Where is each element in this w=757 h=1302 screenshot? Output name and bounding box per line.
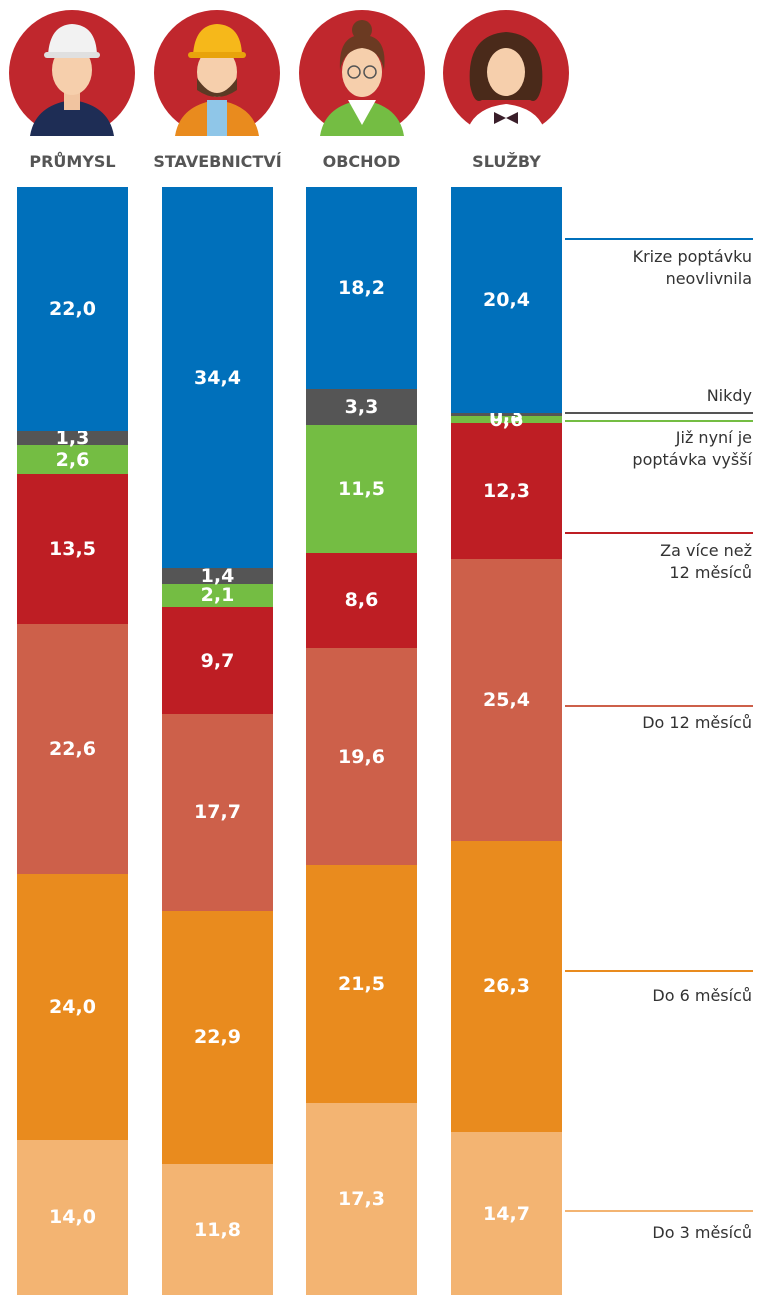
value-label: 24,0 [49, 995, 96, 1018]
value-label: 21,5 [338, 973, 385, 996]
bar-segment [162, 1164, 273, 1295]
legend-label: Za více než 12 měsíců [660, 541, 752, 582]
bar-segment [162, 606, 273, 715]
category-label: STAVEBNICTVÍ [153, 152, 282, 171]
bar-segment [162, 187, 273, 569]
value-label: 17,7 [194, 801, 241, 824]
legend-label: Krize poptávku neovlivnila [632, 247, 752, 288]
bar-segment [17, 187, 128, 431]
value-label: 11,5 [338, 477, 385, 500]
value-label: 11,8 [194, 1218, 241, 1241]
value-label: 14,7 [483, 1202, 530, 1225]
value-label: 17,3 [338, 1188, 385, 1211]
value-label: 34,4 [194, 366, 241, 389]
bar-segment [451, 416, 562, 423]
bar-segment [451, 840, 562, 1133]
value-label: 22,0 [49, 297, 96, 320]
avatar [154, 10, 280, 136]
bar-segment [451, 413, 562, 417]
legend-label: Do 3 měsíců [652, 1223, 752, 1242]
value-label: 18,2 [338, 276, 385, 299]
value-label: 14,0 [49, 1206, 96, 1229]
avatar [299, 10, 425, 136]
category-label: SLUŽBY [472, 152, 541, 171]
value-label: 19,6 [338, 745, 385, 768]
bar-segment [162, 714, 273, 911]
value-label: 1,3 [55, 426, 90, 449]
legend-line [565, 1210, 753, 1212]
legend-label: Nikdy [706, 386, 752, 405]
value-label: 20,4 [483, 289, 530, 312]
avatar [9, 10, 135, 136]
value-label: 3,3 [344, 395, 379, 418]
bar-segment [306, 187, 417, 389]
bar-segment [17, 873, 128, 1140]
legend-line [565, 238, 753, 240]
bar-segment [451, 1132, 562, 1295]
value-label: 12,3 [483, 480, 530, 503]
legend-label: Již nyní je poptávka vyšší [632, 428, 752, 469]
bar-segment [17, 1139, 128, 1295]
avatar [443, 10, 569, 136]
bar-segment [17, 473, 128, 624]
category-label: PRŮMYSL [29, 152, 116, 171]
bar-segment [162, 568, 273, 584]
bar-segment [451, 187, 562, 414]
value-label: 9,7 [200, 649, 235, 672]
bar-segment [306, 552, 417, 648]
bar-segment [162, 910, 273, 1165]
legend-label: Do 12 měsíců [642, 713, 752, 732]
bar-segment [451, 559, 562, 841]
legend-line [565, 705, 753, 707]
avatars [9, 10, 569, 136]
value-label: 22,6 [49, 737, 96, 760]
value-label: 26,3 [483, 975, 530, 998]
legend-line [565, 412, 753, 414]
value-label: 1,4 [200, 564, 235, 587]
bar-segment [306, 647, 417, 866]
value-label: 2,6 [55, 448, 90, 471]
bar-segment [451, 423, 562, 560]
bar-segment [162, 583, 273, 607]
value-label: 13,5 [49, 537, 96, 560]
legend-line [565, 532, 753, 534]
value-label: 8,6 [344, 589, 379, 612]
legend-line [565, 420, 753, 422]
legend-line [565, 970, 753, 972]
category-label: OBCHOD [322, 152, 401, 171]
legend-label: Do 6 měsíců [652, 986, 752, 1005]
bar-segment [17, 430, 128, 446]
bar-segment [306, 1103, 417, 1295]
bar-segment [306, 425, 417, 553]
value-label: 25,4 [483, 689, 530, 711]
bar-segment [17, 623, 128, 874]
value-label: 22,9 [194, 1026, 241, 1049]
bar-segment [17, 445, 128, 474]
value-label: 2,1 [200, 584, 235, 607]
bar-segment [306, 388, 417, 426]
bar-segment [306, 865, 417, 1104]
